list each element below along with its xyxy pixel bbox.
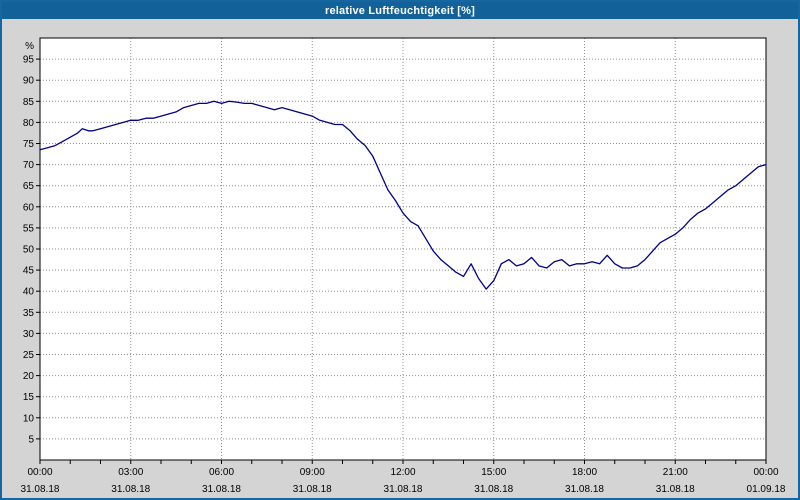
y-axis-tick-label: 10 bbox=[23, 413, 35, 424]
x-axis-date-label: 01.09.18 bbox=[747, 484, 786, 495]
x-axis-date-label: 31.08.18 bbox=[21, 484, 60, 495]
x-axis-time-label: 00:00 bbox=[27, 467, 52, 478]
window-title: relative Luftfeuchtigkeit [%] bbox=[324, 4, 476, 17]
y-axis-tick-label: 45 bbox=[23, 266, 35, 277]
x-axis-date-label: 31.08.18 bbox=[474, 484, 513, 495]
y-axis-tick-label: 65 bbox=[23, 181, 35, 192]
x-axis-date-label: 31.08.18 bbox=[202, 484, 241, 495]
x-axis-date-label: 31.08.18 bbox=[565, 484, 604, 495]
x-axis-date-label: 31.08.18 bbox=[656, 484, 695, 495]
humidity-series-line bbox=[39, 100, 767, 290]
y-axis-tick-label: 30 bbox=[23, 329, 35, 340]
y-axis-tick-label: 20 bbox=[23, 371, 35, 382]
x-axis-time-label: 18:00 bbox=[572, 467, 597, 478]
x-axis-time-label: 06:00 bbox=[209, 467, 234, 478]
x-axis-time-label: 21:00 bbox=[663, 467, 688, 478]
y-axis-tick-label: 40 bbox=[23, 287, 35, 298]
x-axis-date-label: 31.08.18 bbox=[111, 484, 150, 495]
chart: 5 10 15 20 25 30 35 40 45 50 55 60 65 70 75 80 85 90 95% 00… bbox=[2, 19, 798, 498]
y-axis-unit-label: % bbox=[25, 41, 34, 52]
window-titlebar: relative Luftfeuchtigkeit [%] bbox=[2, 2, 798, 19]
x-axis-time-label: 00:00 bbox=[753, 467, 778, 478]
y-axis-tick-label: 90 bbox=[23, 76, 35, 87]
y-axis-tick-label: 25 bbox=[23, 350, 35, 361]
y-axis-tick-label: 80 bbox=[23, 118, 35, 129]
x-axis-time-label: 15:00 bbox=[481, 467, 506, 478]
y-axis-tick-label: 85 bbox=[23, 97, 35, 108]
y-axis-tick-label: 5 bbox=[28, 434, 34, 445]
y-axis-tick-label: 70 bbox=[23, 160, 35, 171]
y-axis-tick-label: 15 bbox=[23, 392, 35, 403]
plot-border bbox=[39, 37, 767, 461]
y-axis-tick-label: 35 bbox=[23, 308, 35, 319]
y-axis-tick-label: 75 bbox=[23, 139, 35, 150]
x-axis-date-label: 31.08.18 bbox=[384, 484, 423, 495]
y-axis-tick-label: 60 bbox=[23, 202, 35, 213]
x-axis-time-label: 09:00 bbox=[300, 467, 325, 478]
x-axis-time-label: 03:00 bbox=[118, 467, 143, 478]
x-axis-date-label: 31.08.18 bbox=[293, 484, 332, 495]
y-axis-tick-label: 55 bbox=[23, 223, 35, 234]
x-axis-time-label: 12:00 bbox=[390, 467, 415, 478]
y-axis-tick-label: 50 bbox=[23, 245, 35, 256]
humidity-line-chart: 5 10 15 20 25 30 35 40 45 50 55 60 65 70 75 80 85 90 95% 00… bbox=[21, 37, 786, 495]
y-axis-tick-label: 95 bbox=[23, 55, 35, 66]
